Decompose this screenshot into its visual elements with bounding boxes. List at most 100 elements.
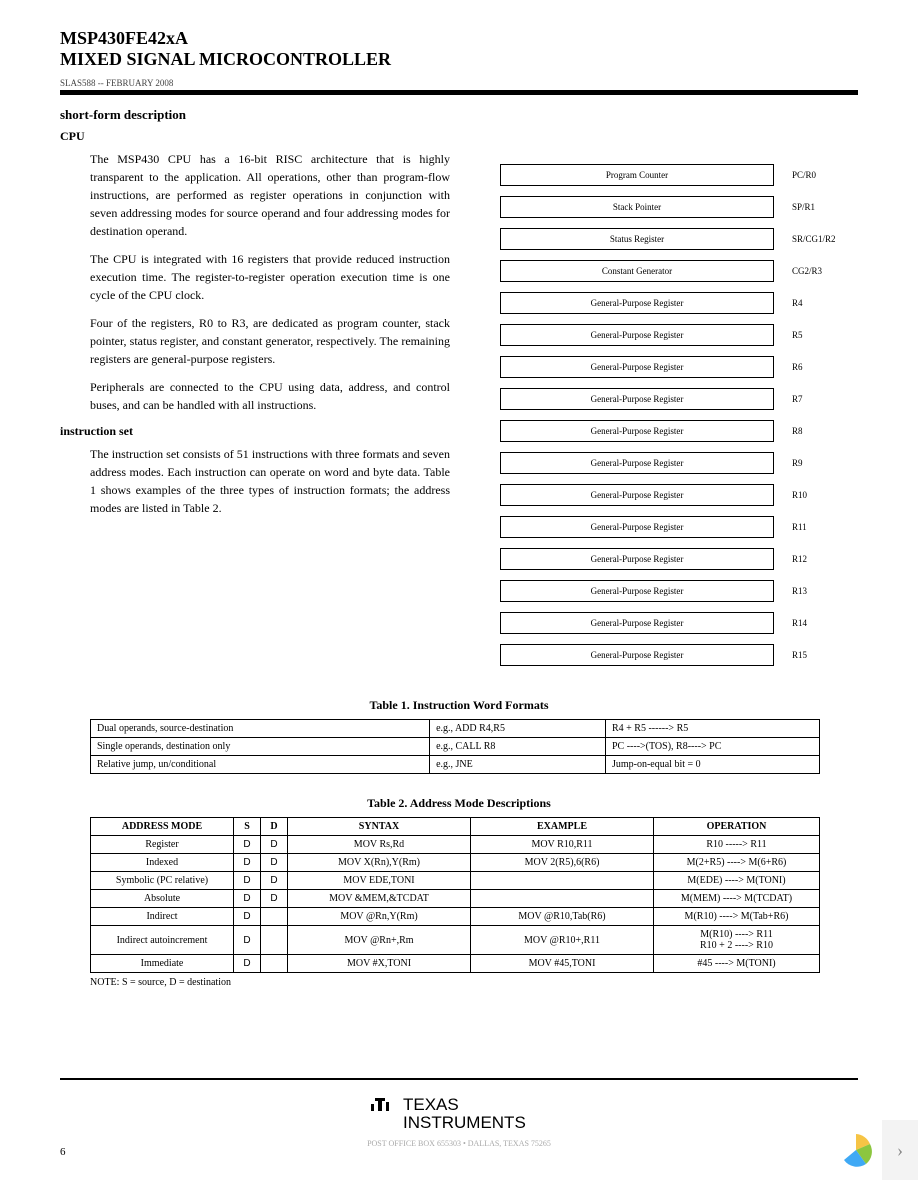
register-label: R12	[774, 548, 858, 570]
table2-cell: D	[234, 890, 261, 908]
table2-cell: M(R10) ----> M(Tab+R6)	[654, 908, 820, 926]
table2-header: D	[261, 818, 288, 836]
table2-cell: MOV @R10,Tab(R6)	[471, 908, 654, 926]
page-number: 6	[60, 1146, 66, 1158]
table2-cell: MOV X(Rn),Y(Rm)	[288, 854, 471, 872]
table1-cell: e.g., CALL R8	[430, 738, 606, 756]
register-box: General-Purpose Register	[500, 420, 774, 442]
table1-cell: Dual operands, source-destination	[91, 720, 430, 738]
table2-cell: Indirect autoincrement	[91, 926, 234, 955]
register-box: Stack Pointer	[500, 196, 774, 218]
table2-cell: M(MEM) ----> M(TCDAT)	[654, 890, 820, 908]
register-box: General-Purpose Register	[500, 356, 774, 378]
logo-text-texas: TEXAS	[403, 1095, 459, 1114]
table2-cell: MOV #45,TONI	[471, 955, 654, 973]
register-box: General-Purpose Register	[500, 612, 774, 634]
table2-cell	[471, 890, 654, 908]
table2-caption: Table 2. Address Mode Descriptions	[60, 796, 858, 811]
register-box: Status Register	[500, 228, 774, 250]
cpu-para-1: The MSP430 CPU has a 16-bit RISC archite…	[90, 150, 450, 240]
table1-cell: Single operands, destination only	[91, 738, 430, 756]
chevron-right-icon: ›	[897, 1140, 903, 1161]
table-instruction-formats: Dual operands, source-destinatione.g., A…	[90, 719, 820, 774]
table2-header: S	[234, 818, 261, 836]
section-cpu: CPU	[60, 129, 858, 144]
table-address-modes: ADDRESS MODESDSYNTAXEXAMPLEOPERATIONRegi…	[90, 817, 820, 973]
register-box: General-Purpose Register	[500, 580, 774, 602]
table2-cell: Absolute	[91, 890, 234, 908]
doc-number: SLAS588 -- FEBRUARY 2008	[60, 78, 858, 88]
register-box: General-Purpose Register	[500, 388, 774, 410]
cpu-para-2: The CPU is integrated with 16 registers …	[90, 250, 450, 304]
table2-cell: Register	[91, 836, 234, 854]
register-label: R15	[774, 644, 858, 666]
table2-cell: D	[234, 926, 261, 955]
table2-cell	[261, 955, 288, 973]
table2-cell: D	[234, 836, 261, 854]
table2-cell: MOV #X,TONI	[288, 955, 471, 973]
table2-cell	[261, 926, 288, 955]
table2-cell: D	[261, 836, 288, 854]
register-box: General-Purpose Register	[500, 292, 774, 314]
table2-cell: D	[261, 890, 288, 908]
table1-cell: PC ---->(TOS), R8----> PC	[605, 738, 819, 756]
table2-cell: D	[234, 908, 261, 926]
register-label: CG2/R3	[774, 260, 858, 282]
table2-cell: M(R10) ----> R11R10 + 2 ----> R10	[654, 926, 820, 955]
register-label: PC/R0	[774, 164, 858, 186]
table2-cell: D	[234, 872, 261, 890]
table2-cell: D	[234, 955, 261, 973]
cpu-para-4: Peripherals are connected to the CPU usi…	[90, 378, 450, 414]
footer-rule	[60, 1078, 858, 1080]
doc-title-main: MSP430FE42xA	[60, 28, 858, 49]
viewer-logo-icon	[836, 1130, 876, 1170]
table2-cell: Indirect	[91, 908, 234, 926]
table2-cell: R10 -----> R11	[654, 836, 820, 854]
table2-cell: MOV &MEM,&TCDAT	[288, 890, 471, 908]
table2-cell: Indexed	[91, 854, 234, 872]
register-diagram: Program CounterPC/R0Stack PointerSP/R1St…	[500, 154, 858, 676]
register-box: Program Counter	[500, 164, 774, 186]
ti-logo: TEXAS INSTRUMENTS	[369, 1092, 549, 1132]
table2-header: ADDRESS MODE	[91, 818, 234, 836]
viewer-widget: ›	[836, 1120, 918, 1180]
register-label: R11	[774, 516, 858, 538]
register-label: R13	[774, 580, 858, 602]
header-rule	[60, 90, 858, 95]
table2-cell: #45 ----> M(TONI)	[654, 955, 820, 973]
table1-caption: Table 1. Instruction Word Formats	[60, 698, 858, 713]
table2-cell: Immediate	[91, 955, 234, 973]
register-box: General-Purpose Register	[500, 484, 774, 506]
doc-title-sub: MIXED SIGNAL MICROCONTROLLER	[60, 49, 858, 70]
table2-cell: Symbolic (PC relative)	[91, 872, 234, 890]
register-label: SP/R1	[774, 196, 858, 218]
register-box: Constant Generator	[500, 260, 774, 282]
table2-cell: MOV @Rn+,Rm	[288, 926, 471, 955]
table2-note: NOTE: S = source, D = destination	[90, 977, 858, 988]
table2-cell: M(EDE) ----> M(TONI)	[654, 872, 820, 890]
next-page-button[interactable]: ›	[882, 1120, 918, 1180]
register-label: R7	[774, 388, 858, 410]
instr-para: The instruction set consists of 51 instr…	[90, 445, 450, 517]
table1-cell: e.g., ADD R4,R5	[430, 720, 606, 738]
logo-text-instruments: INSTRUMENTS	[403, 1113, 526, 1132]
table1-cell: Relative jump, un/conditional	[91, 756, 430, 774]
table2-cell: D	[234, 854, 261, 872]
table1-cell: e.g., JNE	[430, 756, 606, 774]
section-instruction-set: instruction set	[60, 424, 450, 439]
table2-cell: MOV Rs,Rd	[288, 836, 471, 854]
footer-address: POST OFFICE BOX 655303 • DALLAS, TEXAS 7…	[367, 1139, 551, 1148]
register-box: General-Purpose Register	[500, 516, 774, 538]
table2-cell: MOV 2(R5),6(R6)	[471, 854, 654, 872]
table2-cell	[471, 872, 654, 890]
register-label: R14	[774, 612, 858, 634]
table2-cell: M(2+R5) ----> M(6+R6)	[654, 854, 820, 872]
table2-cell: MOV EDE,TONI	[288, 872, 471, 890]
register-label: R8	[774, 420, 858, 442]
table2-cell	[261, 908, 288, 926]
table2-header: SYNTAX	[288, 818, 471, 836]
table2-cell: MOV @R10+,R11	[471, 926, 654, 955]
register-label: SR/CG1/R2	[774, 228, 858, 250]
table2-cell: MOV @Rn,Y(Rm)	[288, 908, 471, 926]
table2-cell: D	[261, 854, 288, 872]
